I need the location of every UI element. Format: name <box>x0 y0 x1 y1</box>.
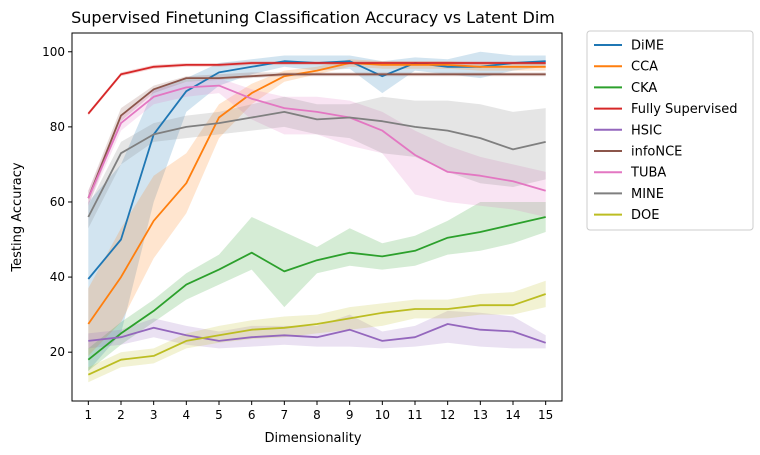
band-cca <box>88 59 546 356</box>
series-line-tuba <box>87 84 546 199</box>
x-tick-label: 13 <box>473 408 488 422</box>
legend-label-fully-supervised: Fully Supervised <box>631 102 737 117</box>
legend-label-mine: MINE <box>631 187 664 202</box>
series-line-cka <box>87 216 546 361</box>
x-tick-label: 6 <box>248 408 256 422</box>
x-axis: 1 2 3 4 5 6 7 8 9 10 11 12 13 14 15 <box>85 401 553 422</box>
series-line-cca <box>87 62 546 325</box>
legend-label-tuba: TUBA <box>630 166 666 181</box>
y-tick-label: 60 <box>50 195 65 209</box>
x-tick-label: 12 <box>440 408 455 422</box>
x-tick-label: 3 <box>150 408 158 422</box>
legend-label-cka: CKA <box>631 81 657 96</box>
x-tick-label: 2 <box>117 408 125 422</box>
y-axis: 20 40 60 80 100 <box>42 45 72 359</box>
x-axis-label: Dimensionality <box>264 431 361 446</box>
band-doe <box>88 280 546 383</box>
legend: DiME CCA CKA Fully Supervised HSIC infoNCE TUB… <box>586 30 754 231</box>
legend-label-infonce: infoNCE <box>631 145 682 160</box>
band-mine <box>88 96 546 229</box>
legend-box <box>586 30 754 231</box>
y-tick-label: 80 <box>50 120 65 134</box>
series-line-hsic <box>88 323 546 344</box>
x-tick-label: 14 <box>505 408 520 422</box>
y-tick-label: 100 <box>42 45 65 59</box>
y-tick-label: 20 <box>50 345 65 359</box>
x-tick-label: 4 <box>183 408 191 422</box>
x-tick-label: 10 <box>375 408 390 422</box>
x-tick-label: 11 <box>407 408 422 422</box>
x-tick-label: 8 <box>313 408 321 422</box>
band-tuba <box>88 78 546 217</box>
x-tick-label: 5 <box>215 408 223 422</box>
y-tick-label: 40 <box>50 270 65 284</box>
series-line-doe <box>87 293 546 376</box>
legend-label-dime: DiME <box>631 39 664 54</box>
series-line-fully-supervised <box>87 62 546 115</box>
legend-label-cca: CCA <box>631 60 658 75</box>
series-line-mine <box>87 111 546 218</box>
band-hsic <box>88 310 546 349</box>
legend-label-hsic: HSIC <box>631 123 662 138</box>
y-axis-label: Testing Accuracy <box>10 162 25 272</box>
chart-title: Supervised Finetuning Classification Acc… <box>71 8 555 27</box>
x-tick-label: 7 <box>281 408 289 422</box>
series-line-infonce <box>87 73 546 199</box>
x-tick-label: 1 <box>85 408 93 422</box>
x-tick-label: 9 <box>346 408 354 422</box>
x-tick-label: 15 <box>538 408 553 422</box>
series-lines <box>87 60 546 376</box>
legend-label-doe: DOE <box>631 208 659 223</box>
